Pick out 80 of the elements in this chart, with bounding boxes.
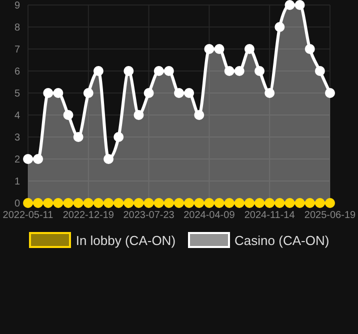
point	[124, 198, 134, 208]
point	[234, 198, 244, 208]
point	[144, 88, 154, 98]
point	[274, 198, 285, 208]
point	[104, 154, 114, 164]
x-tick-label: 2024-11-14	[244, 210, 296, 222]
point	[244, 198, 254, 208]
point	[93, 198, 104, 208]
legend-label: In lobby (CA-ON)	[76, 232, 176, 248]
point	[304, 198, 315, 208]
point	[254, 198, 265, 208]
point	[114, 132, 124, 142]
point	[23, 154, 33, 164]
y-tick-label: 2	[14, 154, 20, 166]
point	[63, 110, 74, 120]
point	[73, 198, 84, 208]
point	[33, 198, 44, 208]
point	[164, 66, 174, 76]
x-tick-label: 2022-12-19	[62, 210, 114, 222]
point	[174, 88, 184, 98]
point	[23, 198, 33, 208]
point	[274, 22, 285, 32]
point	[184, 198, 194, 208]
point	[194, 198, 204, 208]
point	[224, 198, 234, 208]
point	[93, 66, 104, 76]
x-tick-label: 2023-07-23	[123, 210, 175, 222]
point	[104, 198, 114, 208]
point	[325, 88, 335, 98]
point	[33, 154, 44, 164]
point	[63, 198, 74, 208]
y-tick-label: 7	[14, 44, 20, 56]
point	[214, 198, 224, 208]
point	[184, 88, 194, 98]
point	[154, 66, 164, 76]
point	[304, 44, 315, 54]
point	[73, 132, 84, 142]
point	[204, 44, 214, 54]
y-tick-label: 8	[14, 22, 20, 34]
point	[124, 66, 134, 76]
point	[234, 66, 244, 76]
point	[164, 198, 174, 208]
point	[204, 198, 214, 208]
point	[284, 0, 295, 10]
point	[154, 198, 164, 208]
y-tick-label: 1	[14, 176, 20, 188]
point	[244, 44, 254, 54]
point	[264, 198, 275, 208]
point	[214, 44, 224, 54]
y-tick-label: 6	[14, 66, 20, 78]
point	[294, 0, 305, 10]
y-tick-label: 9	[14, 0, 20, 12]
point	[174, 198, 184, 208]
point	[314, 198, 325, 208]
point	[53, 88, 64, 98]
point	[194, 110, 204, 120]
y-tick-label: 4	[14, 110, 20, 122]
point	[43, 88, 54, 98]
point	[144, 198, 154, 208]
point	[53, 198, 64, 208]
point	[314, 66, 325, 76]
x-tick-label: 2022-05-11	[2, 210, 54, 222]
point	[325, 198, 335, 208]
point	[43, 198, 54, 208]
y-tick-label: 3	[14, 132, 20, 144]
point	[83, 198, 94, 208]
point	[224, 66, 234, 76]
x-tick-label: 2024-04-09	[184, 210, 236, 222]
legend-label: Casino (CA-ON)	[234, 232, 330, 248]
x-tick-label: 2025-06-19	[304, 210, 356, 222]
point	[294, 198, 305, 208]
point	[264, 88, 275, 98]
point	[134, 198, 144, 208]
point	[134, 110, 144, 120]
point	[284, 198, 295, 208]
point	[83, 88, 94, 98]
y-tick-label: 0	[14, 198, 20, 210]
y-tick-label: 5	[14, 88, 20, 100]
point	[254, 66, 265, 76]
point	[114, 198, 124, 208]
